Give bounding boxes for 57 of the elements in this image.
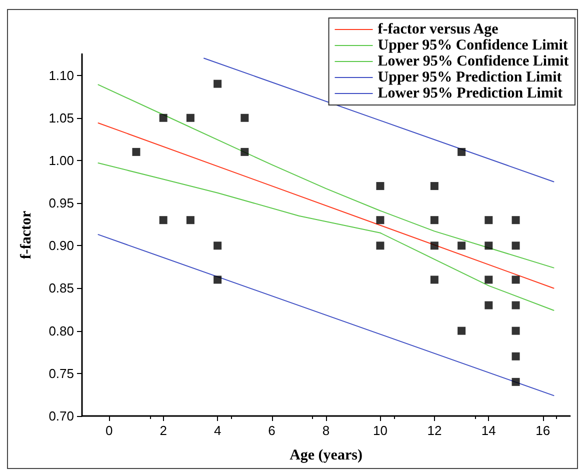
y-tick-label: 0.95 bbox=[48, 196, 74, 211]
point bbox=[376, 242, 384, 250]
x-tick-label: 0 bbox=[105, 423, 113, 438]
legend-label: Upper 95% Confidence Limit bbox=[378, 38, 568, 54]
x-tick-label: 8 bbox=[322, 423, 330, 438]
legend-label: f-factor versus Age bbox=[378, 22, 499, 38]
point bbox=[159, 114, 168, 122]
legend-label: Lower 95% Confidence Limit bbox=[378, 54, 569, 70]
point bbox=[512, 216, 520, 224]
point bbox=[132, 148, 140, 156]
x-tick-label: 14 bbox=[481, 423, 496, 438]
y-tick-label: 1.00 bbox=[48, 152, 74, 168]
point bbox=[430, 216, 438, 224]
x-tick-label: 2 bbox=[160, 423, 167, 438]
point bbox=[458, 148, 466, 156]
point bbox=[430, 276, 438, 284]
point bbox=[240, 148, 249, 156]
point bbox=[430, 242, 438, 250]
y-axis-title: f-factor bbox=[18, 210, 34, 260]
x-tick-label: 10 bbox=[372, 423, 388, 438]
point bbox=[484, 242, 493, 250]
point bbox=[159, 216, 168, 224]
point bbox=[512, 276, 520, 284]
y-tick-label: 1.10 bbox=[48, 68, 74, 83]
x-axis-title: Age (years) bbox=[290, 448, 362, 464]
y-tick-label: 0.75 bbox=[48, 366, 74, 381]
legend-label: Upper 95% Prediction Limit bbox=[378, 70, 562, 86]
point bbox=[240, 114, 249, 122]
y-tick-label: 0.70 bbox=[48, 408, 74, 424]
y-tick-label: 1.05 bbox=[48, 110, 74, 126]
y-tick-label: 0.90 bbox=[48, 238, 74, 254]
point bbox=[376, 182, 384, 190]
y-tick-label: 0.80 bbox=[48, 323, 74, 338]
x-tick-label: 4 bbox=[214, 423, 222, 438]
point bbox=[512, 326, 520, 335]
x-tick-label: 12 bbox=[427, 423, 442, 438]
point bbox=[186, 216, 194, 224]
point bbox=[430, 182, 438, 190]
point bbox=[512, 378, 520, 386]
x-tick-label: 16 bbox=[536, 423, 550, 438]
point bbox=[214, 242, 222, 250]
y-tick-label: 0.85 bbox=[48, 280, 74, 296]
point bbox=[512, 301, 520, 310]
point bbox=[376, 216, 384, 224]
point bbox=[484, 216, 493, 224]
point bbox=[512, 352, 520, 360]
point bbox=[484, 301, 493, 310]
point bbox=[186, 114, 194, 122]
x-tick-label: 6 bbox=[268, 423, 276, 438]
legend-label: Lower 95% Prediction Limit bbox=[378, 86, 563, 102]
point bbox=[458, 326, 466, 335]
point bbox=[214, 80, 222, 88]
point bbox=[484, 276, 493, 284]
line-series bbox=[98, 162, 554, 311]
point bbox=[458, 242, 466, 250]
point bbox=[214, 276, 222, 284]
point bbox=[512, 242, 520, 250]
